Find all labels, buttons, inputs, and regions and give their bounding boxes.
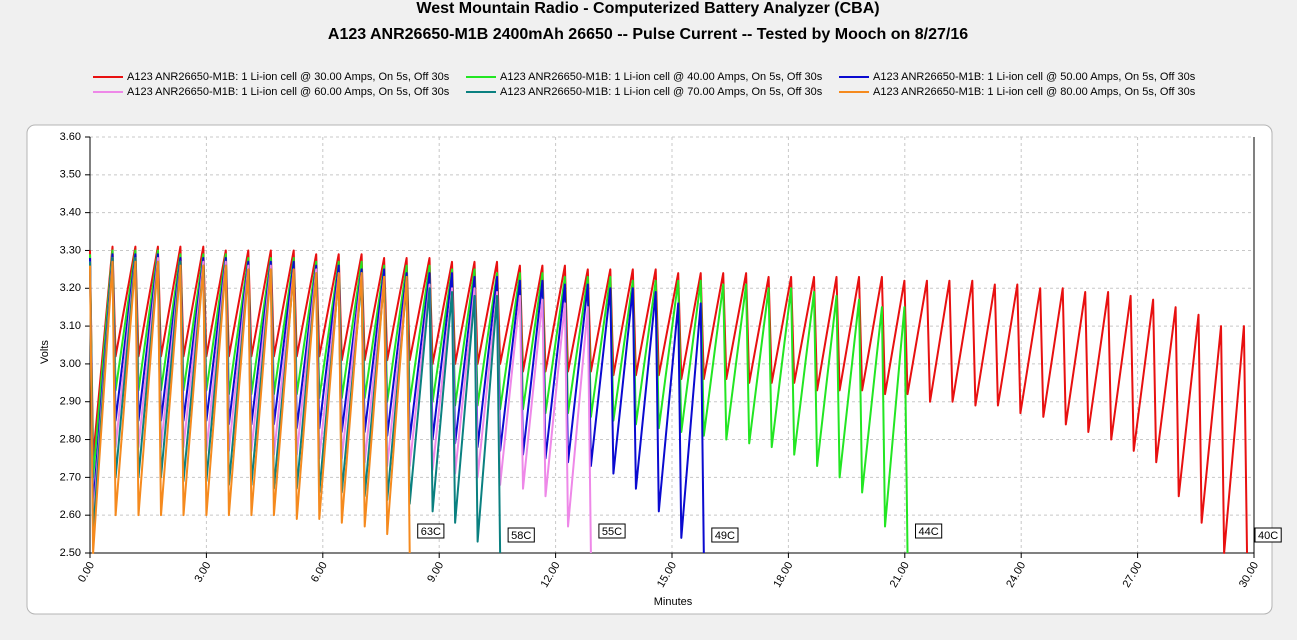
annotation-box [915,523,943,539]
series-line [89,260,411,554]
y-tick-label: 2.60 [60,509,81,521]
y-tick-label: 2.80 [60,433,81,445]
legend-label: A123 ANR26650-M1B: 1 Li-ion cell @ 80.00… [873,86,1196,98]
y-tick-label: 3.40 [60,207,81,219]
y-tick-label: 3.50 [60,169,81,181]
y-tick-label: 2.90 [60,396,81,408]
legend-label: A123 ANR26650-M1B: 1 Li-ion cell @ 60.00… [127,86,450,98]
y-tick-label: 3.00 [60,358,81,370]
annotation: 49C [715,530,735,542]
chart-subtitle: A123 ANR26650-M1B 2400mAh 26650 -- Pulse… [328,26,968,43]
annotation-box [711,527,739,543]
annotation: 44C [919,526,939,538]
annotation-box [1254,527,1282,543]
y-tick-label: 3.30 [60,244,81,256]
y-tick-label: 3.20 [60,282,81,294]
y-tick-label: 2.70 [60,471,81,483]
annotation-box [417,523,445,539]
series-line [89,245,1249,554]
y-tick-label: 2.50 [60,547,81,559]
annotation: 58C [511,530,531,542]
annotation: 40C [1258,530,1278,542]
y-axis-label: Volts [39,340,51,364]
annotation-box [598,523,626,539]
legend-label: A123 ANR26650-M1B: 1 Li-ion cell @ 30.00… [127,71,450,83]
legend-label: A123 ANR26650-M1B: 1 Li-ion cell @ 40.00… [500,71,823,83]
legend-label: A123 ANR26650-M1B: 1 Li-ion cell @ 50.00… [873,71,1196,83]
y-tick-label: 3.60 [60,131,81,143]
annotation: 63C [421,526,441,538]
legend-label: A123 ANR26650-M1B: 1 Li-ion cell @ 70.00… [500,86,823,98]
annotation-box [507,527,535,543]
y-tick-label: 3.10 [60,320,81,332]
x-axis-label: Minutes [654,596,693,608]
chart-title: West Mountain Radio - Computerized Batte… [416,0,879,17]
series-line [89,253,705,554]
annotation: 55C [602,526,622,538]
